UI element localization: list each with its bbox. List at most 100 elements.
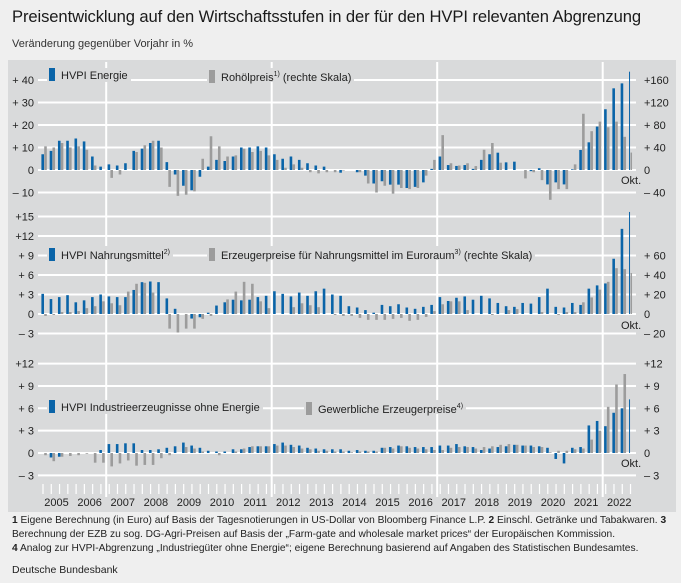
bar-gray [375, 170, 378, 193]
bar-gray [424, 449, 428, 453]
bar-blue [107, 164, 111, 170]
bar-gray [433, 450, 436, 453]
bar-gray [93, 453, 97, 463]
bar-blue [314, 165, 318, 170]
bar-gray [176, 314, 180, 333]
bar-blue [132, 289, 136, 314]
bar-blue [339, 170, 342, 173]
bar-gray [623, 374, 627, 453]
bar-blue [372, 170, 375, 184]
bar-blue [571, 302, 574, 314]
bar-gray [524, 170, 527, 179]
bar-blue [380, 447, 384, 453]
bar-blue [264, 295, 268, 314]
bar-blue [182, 442, 185, 453]
bar-gray [292, 307, 296, 314]
bar-blue [198, 170, 202, 177]
bar-blue [314, 448, 318, 453]
bar-blue [422, 306, 425, 314]
y-right-tick-label: 0 [644, 165, 650, 177]
bar-blue [49, 453, 53, 458]
bar-blue [529, 303, 533, 314]
bar-gray [60, 312, 64, 314]
bar-blue [612, 258, 615, 314]
bar-gray [375, 451, 378, 453]
bar-blue [587, 288, 591, 314]
bar-blue [372, 312, 375, 314]
legend-label: Rohölpreis [221, 72, 274, 84]
bar-gray [598, 289, 602, 314]
bar-gray [606, 406, 610, 453]
bar-blue [521, 445, 524, 453]
bar-gray [491, 143, 494, 170]
bar-blue [463, 296, 467, 314]
bar-blue [620, 228, 624, 314]
bar-blue [388, 447, 392, 453]
bar-gray [135, 283, 138, 314]
bar-gray [309, 449, 312, 453]
bar-gray [60, 453, 64, 457]
bar-blue [165, 298, 169, 314]
bar-gray [52, 453, 56, 462]
bar-blue [140, 450, 144, 453]
footnote-number: 2 [488, 515, 495, 526]
bar-gray-oct [630, 273, 633, 314]
bar-blue [115, 165, 119, 170]
bar-blue [306, 163, 309, 170]
bar-blue [595, 285, 599, 314]
bar-gray [251, 446, 254, 453]
bar-blue-oct [629, 211, 631, 314]
bar-gray [44, 453, 47, 456]
bar-gray [615, 268, 618, 314]
bar-blue [82, 141, 86, 170]
last-point-label: Okt. [621, 175, 641, 187]
bar-gray [193, 314, 196, 329]
legend-swatch-gray [306, 402, 312, 415]
y-right-tick-label: +12 [644, 359, 663, 371]
bar-blue [256, 446, 260, 453]
bar-blue [388, 170, 392, 185]
y-left-tick-label: + 20 [12, 120, 34, 132]
y-left-tick-label: +12 [15, 359, 34, 371]
bar-blue [190, 170, 193, 191]
legend-label: Erzeugerpreise für Nahrungsmittel im Eur… [221, 250, 455, 262]
bar-blue [115, 297, 119, 314]
bar-blue [306, 447, 309, 453]
plot-background [8, 60, 676, 512]
bar-blue [99, 166, 102, 170]
bar-gray-oct [630, 152, 633, 170]
bar-gray [515, 444, 519, 453]
chart-area: + 40+ 30+ 20+ 100– 10+160+120+ 80+ 400– … [8, 60, 676, 512]
bar-blue [215, 305, 218, 314]
bar-gray [565, 170, 569, 190]
bar-gray [449, 447, 453, 453]
y-right-tick-label: – 20 [644, 329, 665, 341]
bar-gray [548, 452, 552, 453]
bar-gray [449, 301, 453, 314]
bar-blue [206, 166, 210, 170]
bar-blue [479, 450, 483, 453]
bar-gray [416, 448, 420, 453]
bar-gray [168, 170, 171, 187]
bar-blue [496, 447, 500, 453]
bar-gray [118, 305, 122, 314]
bar-gray [333, 170, 337, 173]
bar-gray [606, 127, 610, 170]
bar-gray [201, 451, 205, 453]
bar-gray [85, 308, 89, 314]
bar-blue [463, 446, 467, 453]
bar-gray [416, 170, 420, 188]
bar-gray [52, 147, 56, 170]
bar-gray [466, 447, 469, 453]
bar-blue [173, 308, 177, 314]
bar-blue [297, 445, 301, 453]
bar-blue [82, 300, 86, 314]
bar-gray [499, 444, 502, 453]
bar-blue [380, 170, 384, 182]
bar-gray [400, 170, 403, 188]
bar-blue [620, 408, 624, 453]
x-tick-label: 2020 [541, 497, 565, 509]
bar-gray [44, 146, 47, 170]
bar-gray [342, 314, 345, 316]
bar-blue [488, 448, 491, 453]
